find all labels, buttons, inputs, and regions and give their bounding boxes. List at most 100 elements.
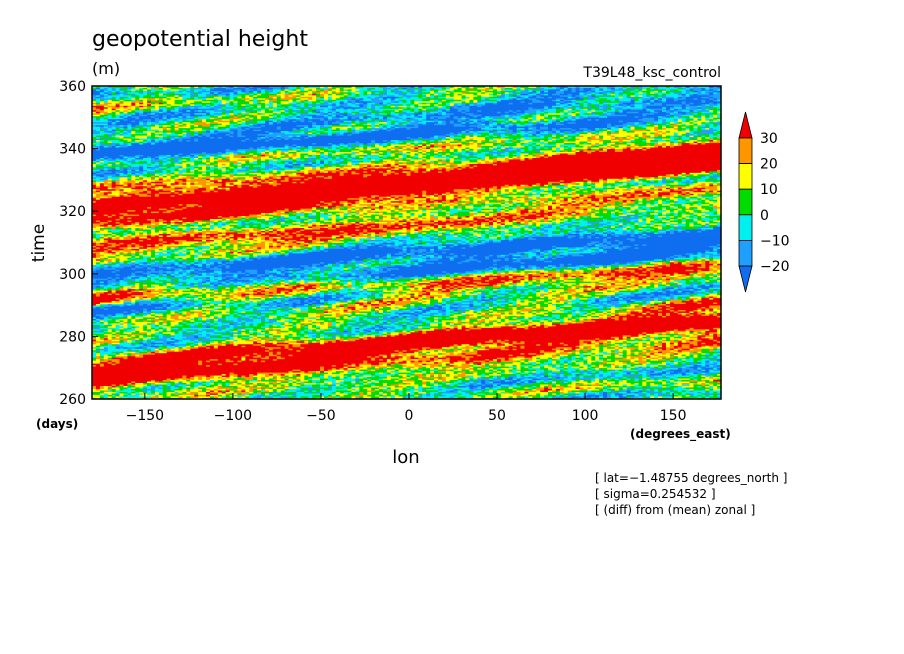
heatmap-cell [434, 372, 447, 375]
heatmap-cell [599, 337, 616, 340]
heatmap-cell [544, 321, 553, 324]
heatmap-cell [312, 394, 321, 397]
heatmap-cell [276, 357, 286, 360]
heatmap-cell [516, 378, 521, 381]
heatmap-cell [162, 336, 172, 339]
heatmap-cell [95, 351, 101, 354]
heatmap-cell [123, 330, 132, 333]
heatmap-cell [296, 333, 305, 336]
heatmap-cell [386, 358, 392, 361]
heatmap-cell [701, 394, 706, 397]
heatmap-cell [209, 312, 219, 315]
heatmap-cell [245, 379, 250, 382]
heatmap-cell [123, 340, 128, 343]
heatmap-cell [481, 322, 486, 325]
heatmap-cell [544, 318, 549, 321]
heatmap-cell [158, 349, 164, 352]
heatmap-cell [221, 312, 230, 315]
heatmap-cell [166, 314, 172, 316]
heatmap-cell [563, 318, 569, 321]
heatmap-cell [233, 360, 238, 363]
heatmap-cell [445, 376, 455, 379]
heatmap-cell [709, 328, 718, 331]
heatmap-cell [92, 373, 223, 376]
heatmap-cell [390, 393, 396, 395]
heatmap-cell [257, 334, 266, 337]
heatmap-cell [359, 320, 364, 322]
heatmap-cell [701, 361, 706, 364]
heatmap-cell [170, 393, 175, 395]
heatmap-cell [292, 348, 411, 351]
heatmap-cell [669, 314, 683, 316]
heatmap-cell [359, 396, 364, 398]
heatmap-cell [461, 382, 466, 385]
heatmap-cell [111, 322, 120, 325]
heatmap-cell [717, 360, 721, 363]
heatmap-cell [304, 340, 309, 343]
heatmap-cell [194, 333, 199, 336]
heatmap-cell [249, 391, 254, 394]
heatmap-cell [658, 378, 671, 381]
heatmap-cell [516, 318, 545, 321]
heatmap-cell [638, 376, 643, 379]
heatmap-cell [323, 314, 333, 316]
heatmap-cell [445, 348, 451, 351]
heatmap-cell [606, 367, 624, 370]
heatmap-cell [469, 358, 486, 361]
heatmap-cell [115, 345, 124, 348]
heatmap-cell [174, 324, 183, 327]
heatmap-cell [563, 379, 569, 382]
heatmap-cell [92, 343, 101, 346]
heatmap-cell [95, 339, 105, 342]
heatmap-cell [394, 311, 400, 313]
heatmap-cell [465, 358, 470, 361]
heatmap-cell [382, 367, 388, 370]
heatmap-cell [245, 375, 250, 378]
heatmap-cell [673, 348, 679, 351]
heatmap-cell [213, 382, 219, 385]
heatmap-cell [308, 315, 317, 318]
heatmap-cell [150, 314, 156, 316]
heatmap-cell [304, 317, 309, 319]
heatmap-cell [469, 345, 474, 348]
heatmap-cell [343, 333, 348, 336]
heatmap-cell [182, 328, 187, 331]
heatmap-cell [217, 327, 223, 330]
heatmap-cell [241, 382, 246, 385]
heatmap-cell [308, 390, 313, 392]
heatmap-cell [473, 349, 478, 352]
heatmap-cell [194, 376, 199, 379]
heatmap-cell [591, 387, 596, 389]
heatmap-cell [591, 367, 596, 370]
heatmap-cell [646, 391, 663, 394]
heatmap-cell [496, 320, 502, 322]
heatmap-cell [343, 367, 348, 370]
heatmap-cell [579, 366, 584, 369]
heatmap-cell [445, 387, 455, 389]
heatmap-cell [453, 375, 470, 378]
heatmap-cell [626, 342, 631, 345]
heatmap-cell [158, 334, 164, 337]
heatmap-cell [457, 390, 462, 392]
heatmap-cell [626, 339, 635, 342]
heatmap-cell [508, 379, 514, 382]
heatmap-cell [485, 393, 502, 395]
heatmap-cell [437, 388, 443, 391]
heatmap-cell [264, 327, 270, 330]
heatmap-cell [441, 373, 447, 376]
heatmap-cell [634, 385, 643, 388]
heatmap-cell [202, 382, 211, 385]
heatmap-cell [559, 364, 565, 367]
heatmap-cell [457, 393, 462, 395]
heatmap-cell [99, 361, 109, 364]
heatmap-cell [359, 317, 364, 319]
heatmap-cell [276, 391, 282, 394]
heatmap-cell [186, 396, 191, 398]
heatmap-cell [139, 311, 144, 313]
heatmap-cell [359, 391, 364, 394]
heatmap-cell [709, 384, 714, 386]
heatmap-cell [571, 320, 576, 322]
heatmap-cell [646, 394, 659, 397]
heatmap-cell [410, 382, 415, 385]
heatmap-cell [457, 379, 462, 382]
